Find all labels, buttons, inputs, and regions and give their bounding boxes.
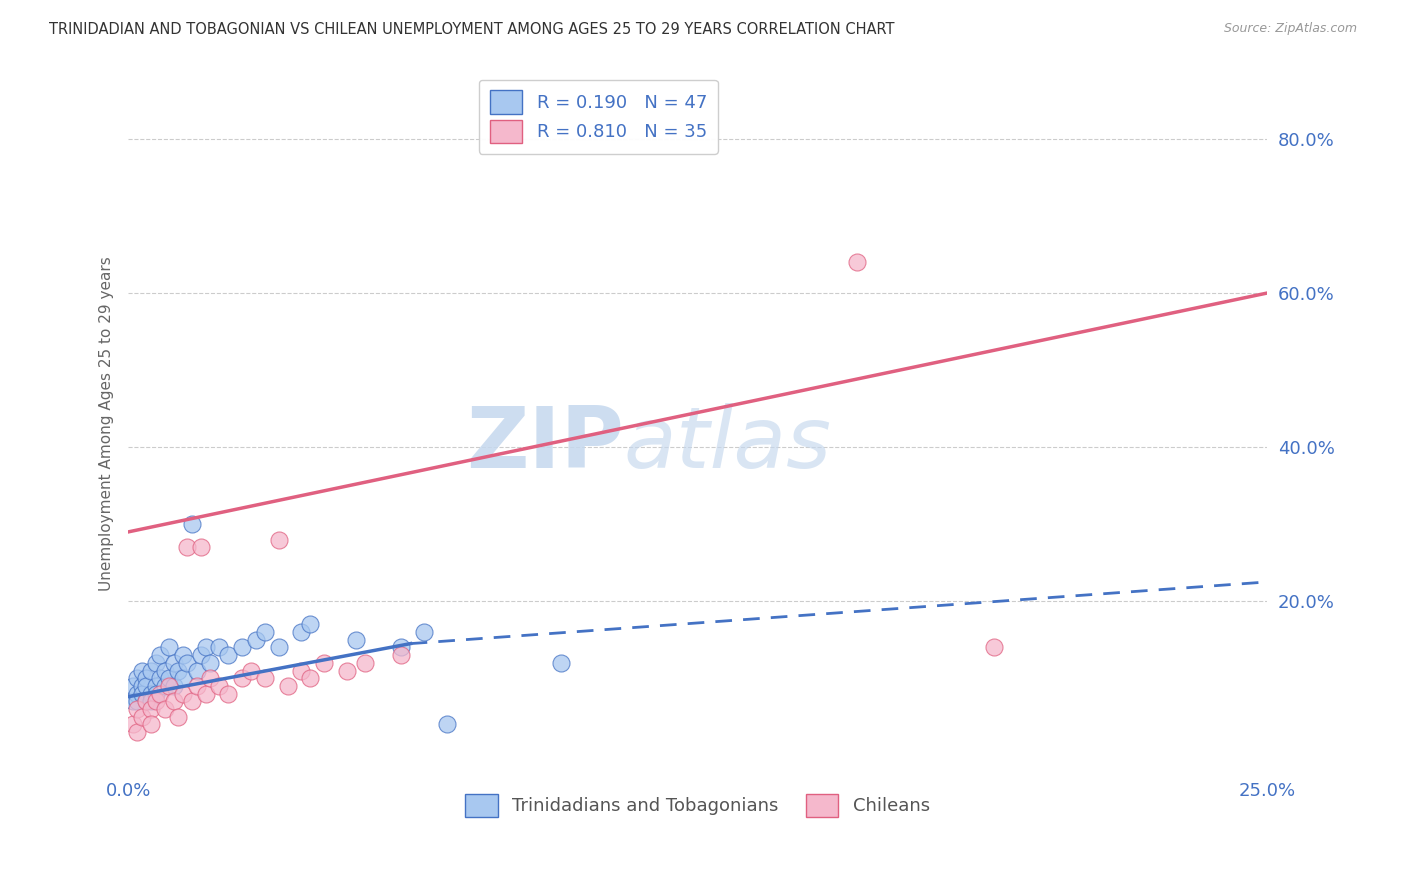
Point — [163, 656, 186, 670]
Point — [135, 694, 157, 708]
Point — [845, 255, 868, 269]
Point — [344, 632, 367, 647]
Point — [299, 671, 322, 685]
Point — [181, 694, 204, 708]
Point — [186, 664, 208, 678]
Point — [231, 640, 253, 655]
Point — [153, 702, 176, 716]
Y-axis label: Unemployment Among Ages 25 to 29 years: Unemployment Among Ages 25 to 29 years — [100, 257, 114, 591]
Point — [139, 717, 162, 731]
Point — [231, 671, 253, 685]
Point — [245, 632, 267, 647]
Point — [983, 640, 1005, 655]
Point — [172, 671, 194, 685]
Point — [391, 648, 413, 662]
Point — [139, 664, 162, 678]
Point — [131, 679, 153, 693]
Point — [131, 710, 153, 724]
Point — [157, 679, 180, 693]
Point — [176, 541, 198, 555]
Point — [186, 679, 208, 693]
Text: ZIP: ZIP — [465, 403, 623, 486]
Point — [127, 671, 149, 685]
Point — [550, 656, 572, 670]
Point — [139, 694, 162, 708]
Point — [190, 541, 212, 555]
Point — [121, 694, 143, 708]
Point — [436, 717, 458, 731]
Point — [135, 694, 157, 708]
Point — [157, 640, 180, 655]
Point — [172, 687, 194, 701]
Point — [163, 694, 186, 708]
Point — [163, 679, 186, 693]
Point — [131, 664, 153, 678]
Point — [299, 617, 322, 632]
Point — [153, 679, 176, 693]
Point — [149, 687, 172, 701]
Text: Source: ZipAtlas.com: Source: ZipAtlas.com — [1223, 22, 1357, 36]
Point — [208, 679, 231, 693]
Point — [139, 702, 162, 716]
Point — [135, 679, 157, 693]
Text: TRINIDADIAN AND TOBAGONIAN VS CHILEAN UNEMPLOYMENT AMONG AGES 25 TO 29 YEARS COR: TRINIDADIAN AND TOBAGONIAN VS CHILEAN UN… — [49, 22, 894, 37]
Point — [208, 640, 231, 655]
Point — [167, 664, 190, 678]
Point — [127, 687, 149, 701]
Point — [121, 717, 143, 731]
Point — [181, 517, 204, 532]
Point — [267, 533, 290, 547]
Point — [200, 671, 222, 685]
Point — [290, 625, 312, 640]
Point — [139, 687, 162, 701]
Point — [413, 625, 436, 640]
Legend: Trinidadians and Tobagonians, Chileans: Trinidadians and Tobagonians, Chileans — [458, 787, 936, 824]
Point — [127, 725, 149, 739]
Point — [240, 664, 263, 678]
Point — [157, 671, 180, 685]
Text: atlas: atlas — [623, 403, 831, 486]
Point — [312, 656, 335, 670]
Point — [217, 648, 239, 662]
Point — [145, 656, 167, 670]
Point — [267, 640, 290, 655]
Point — [149, 648, 172, 662]
Point — [336, 664, 359, 678]
Point — [354, 656, 377, 670]
Point — [217, 687, 239, 701]
Point — [172, 648, 194, 662]
Point — [135, 671, 157, 685]
Point — [127, 702, 149, 716]
Point — [145, 694, 167, 708]
Point — [145, 687, 167, 701]
Point — [190, 648, 212, 662]
Point — [194, 687, 217, 701]
Point — [131, 687, 153, 701]
Point — [391, 640, 413, 655]
Point — [145, 679, 167, 693]
Point — [167, 710, 190, 724]
Point — [176, 656, 198, 670]
Point — [290, 664, 312, 678]
Point — [277, 679, 299, 693]
Point — [200, 656, 222, 670]
Point — [149, 671, 172, 685]
Point — [121, 679, 143, 693]
Point — [194, 640, 217, 655]
Point — [253, 671, 276, 685]
Point — [253, 625, 276, 640]
Point — [127, 694, 149, 708]
Point — [153, 664, 176, 678]
